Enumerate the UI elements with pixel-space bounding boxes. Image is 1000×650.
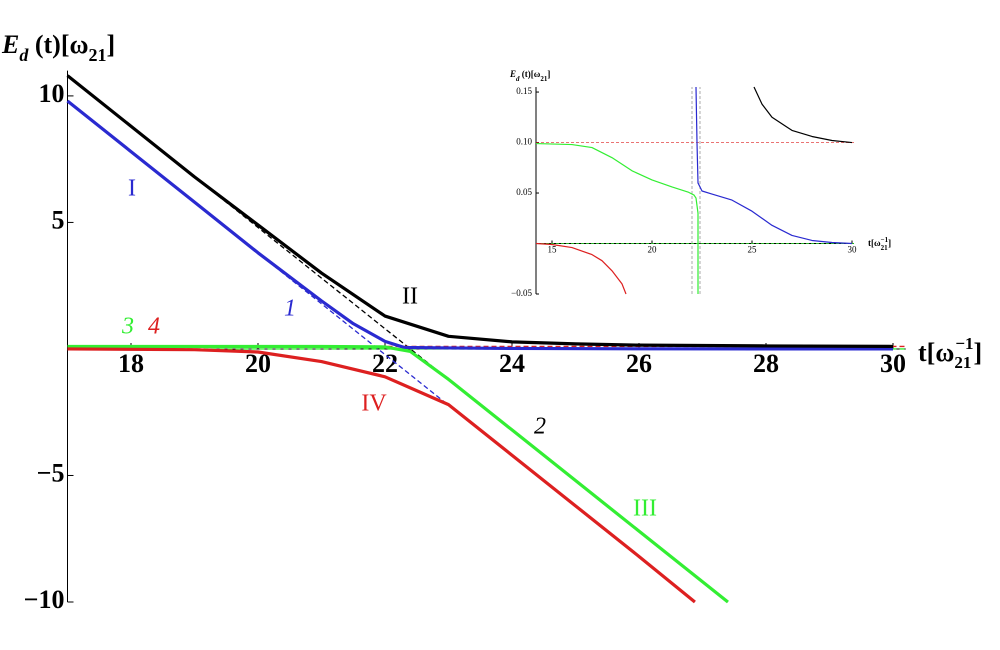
curve bbox=[695, 86, 853, 245]
axis-label-part: 21 bbox=[954, 353, 971, 372]
axis-label-part: E bbox=[1, 30, 19, 59]
axis-label-part: ] bbox=[888, 238, 891, 248]
curve-label: 3 bbox=[121, 314, 134, 340]
x-tick-label: 25 bbox=[748, 245, 758, 255]
curve-label: 4 bbox=[148, 314, 160, 340]
axis-label-part: ] bbox=[106, 30, 115, 59]
curve bbox=[535, 242, 627, 295]
curve-label: 2 bbox=[534, 414, 546, 440]
axis-label: t[ω21−1] bbox=[918, 334, 982, 372]
curve-label: IV bbox=[361, 391, 387, 417]
x-tick-label: 26 bbox=[626, 349, 652, 378]
axis-label-part: d bbox=[516, 75, 520, 83]
axis-label-part: 21 bbox=[88, 45, 106, 65]
y-tick-label: 10 bbox=[39, 79, 65, 108]
axis-label-part: −1 bbox=[881, 236, 889, 244]
curve-label: II bbox=[402, 284, 418, 310]
x-tick-label: 28 bbox=[753, 349, 779, 378]
curve bbox=[753, 86, 853, 144]
axis-label-part: E bbox=[509, 69, 516, 79]
curve-label: I bbox=[128, 176, 136, 202]
y-tick-label: 0.15 bbox=[516, 86, 532, 96]
y-tick-label: −10 bbox=[24, 585, 65, 614]
axis-label: Ed (t)[ω21] bbox=[509, 69, 550, 83]
axis-label-part: d bbox=[19, 45, 29, 65]
curve-label: III bbox=[633, 496, 657, 522]
curve bbox=[66, 99, 894, 351]
curve bbox=[535, 142, 699, 294]
axis-label-part: t[ω bbox=[918, 338, 954, 367]
axis-label-part: ] bbox=[974, 338, 983, 367]
curve bbox=[67, 347, 696, 604]
axis-label-part: t[ω bbox=[868, 238, 881, 248]
axis-label-part: 21 bbox=[881, 244, 889, 252]
axis-label-part: (t)[ω bbox=[520, 69, 541, 79]
axis-label-part: 21 bbox=[540, 75, 548, 83]
axis-label-part: ] bbox=[547, 69, 550, 79]
y-tick-label: −0.05 bbox=[511, 288, 532, 298]
curve-label: 1 bbox=[284, 296, 296, 322]
x-tick-label: 20 bbox=[648, 245, 658, 255]
y-tick-label: −5 bbox=[37, 458, 65, 487]
axis-label: t[ω21−1] bbox=[868, 236, 891, 252]
x-tick-label: 30 bbox=[848, 245, 858, 255]
axis-label-part: (t)[ω bbox=[28, 30, 88, 59]
x-tick-label: 30 bbox=[880, 349, 906, 378]
x-tick-label: 15 bbox=[548, 245, 558, 255]
x-tick-label: 18 bbox=[118, 349, 144, 378]
curve bbox=[66, 74, 894, 349]
y-tick-label: 0.10 bbox=[516, 137, 532, 147]
y-tick-label: 5 bbox=[52, 205, 65, 234]
dashed-line bbox=[67, 100, 696, 603]
x-tick-label: 24 bbox=[499, 349, 525, 378]
axis-label: Ed (t)[ω21] bbox=[1, 30, 115, 65]
y-tick-label: 0.05 bbox=[516, 187, 532, 197]
curve bbox=[67, 344, 729, 604]
axis-label-part: −1 bbox=[955, 334, 973, 353]
